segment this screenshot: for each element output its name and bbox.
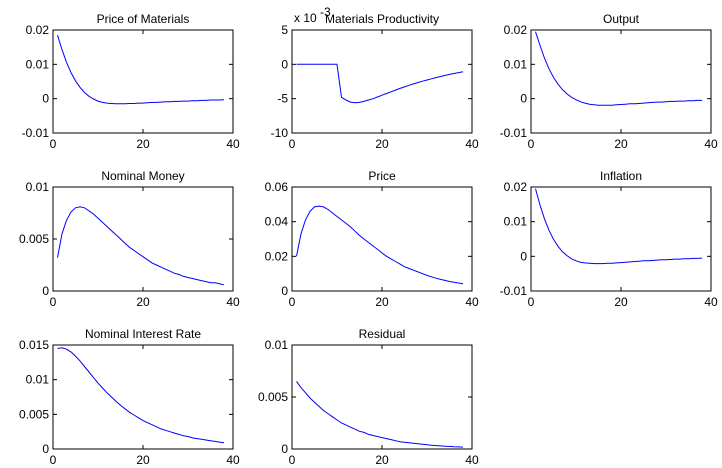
y-tick-label: 0.01 — [26, 180, 50, 194]
series-line — [57, 206, 225, 286]
subplot-title: Materials Productivity — [325, 12, 439, 26]
y-tick-label: 0 — [281, 442, 288, 456]
y-tick-label: 0.02 — [265, 249, 289, 263]
y-tick-label: 0.005 — [19, 232, 49, 246]
x-tick-label: 40 — [226, 295, 240, 309]
subplot-title: Nominal Money — [101, 169, 184, 183]
y-tick-label: 0.005 — [19, 407, 49, 421]
y-tick-label: 0.02 — [504, 23, 528, 37]
scale-factor-exponent: -3 — [320, 5, 331, 19]
x-tick-label: 20 — [375, 137, 389, 151]
x-tick-label: 0 — [50, 453, 57, 467]
axes-box — [291, 186, 473, 292]
y-tick-label: 0.01 — [26, 373, 50, 387]
axes-box — [52, 186, 234, 292]
series-line — [535, 188, 703, 265]
x-tick-label: 0 — [50, 295, 57, 309]
subplot-title: Price of Materials — [97, 12, 190, 26]
x-tick-label: 20 — [375, 295, 389, 309]
axes-box — [291, 29, 473, 134]
x-tick-label: 40 — [226, 137, 240, 151]
x-tick-label: 0 — [289, 137, 296, 151]
subplot-title: Inflation — [600, 169, 642, 183]
y-tick-label: 0.01 — [504, 215, 528, 229]
series-line — [296, 63, 464, 104]
y-tick-label: 0.005 — [258, 390, 288, 404]
y-tick-label: -10 — [271, 126, 289, 140]
y-tick-label: -0.01 — [22, 126, 50, 140]
x-tick-label: 40 — [465, 295, 479, 309]
subplot-title: Price — [368, 169, 396, 183]
x-tick-label: 20 — [614, 295, 628, 309]
subplot-5: Price 0 20 40 0 0.02 0.04 0.06 — [265, 169, 479, 309]
y-tick-label: 0 — [281, 57, 288, 71]
y-tick-label: 0.015 — [19, 338, 49, 352]
y-tick-label: 5 — [281, 23, 288, 37]
axes-box — [530, 29, 712, 134]
x-tick-label: 40 — [465, 137, 479, 151]
y-tick-label: 0 — [42, 92, 49, 106]
y-tick-label: -0.01 — [500, 126, 528, 140]
series-line — [296, 205, 464, 285]
subplot-4: Nominal Money 0 20 40 0 0.005 0.01 — [19, 169, 240, 309]
x-tick-label: 20 — [375, 453, 389, 467]
x-tick-label: 20 — [136, 453, 150, 467]
y-tick-label: 0.06 — [265, 180, 289, 194]
y-tick-label: 0 — [42, 442, 49, 456]
x-tick-label: 40 — [704, 137, 718, 151]
y-tick-label: 0.02 — [504, 180, 528, 194]
y-tick-label: 0 — [520, 249, 527, 263]
y-tick-label: 0.04 — [265, 215, 289, 229]
y-tick-label: 0.01 — [26, 57, 50, 71]
scale-factor-label: x 10 — [294, 11, 317, 25]
y-tick-label: 0 — [281, 284, 288, 298]
series-line — [296, 381, 464, 448]
y-tick-label: -5 — [277, 92, 288, 106]
y-tick-label: 0.01 — [504, 57, 528, 71]
x-tick-label: 20 — [136, 137, 150, 151]
subplot-title: Nominal Interest Rate — [85, 327, 201, 341]
axes-box — [291, 344, 473, 450]
x-tick-label: 40 — [465, 453, 479, 467]
x-tick-label: 20 — [136, 295, 150, 309]
x-tick-label: 20 — [614, 137, 628, 151]
subplot-7: Nominal Interest Rate 0 20 40 0 0.005 0.01 0.01… — [19, 327, 240, 467]
y-tick-label: 0.01 — [265, 338, 289, 352]
series-line — [535, 31, 702, 106]
y-tick-label: 0 — [520, 92, 527, 106]
subplot-title: Output — [603, 12, 640, 26]
series-line — [57, 347, 225, 444]
y-tick-label: 0 — [42, 284, 49, 298]
subplot-title: Residual — [359, 327, 406, 341]
series-line — [57, 35, 225, 105]
x-tick-label: 0 — [289, 453, 296, 467]
x-tick-label: 0 — [50, 137, 57, 151]
x-tick-label: 40 — [704, 295, 718, 309]
subplot-8: Residual 0 20 40 0 0.005 0.01 — [258, 327, 479, 467]
x-tick-label: 40 — [226, 453, 240, 467]
y-tick-label: -0.01 — [500, 284, 528, 298]
axes-box — [52, 29, 234, 134]
x-tick-label: 0 — [528, 295, 535, 309]
axes-box — [530, 186, 712, 292]
y-tick-label: 0.02 — [26, 23, 50, 37]
subplot-2: Materials Productivity 0 20 40 -10 -5 0 5 x 10 -3 — [271, 5, 479, 151]
x-tick-label: 0 — [289, 295, 296, 309]
x-tick-label: 0 — [528, 137, 535, 151]
